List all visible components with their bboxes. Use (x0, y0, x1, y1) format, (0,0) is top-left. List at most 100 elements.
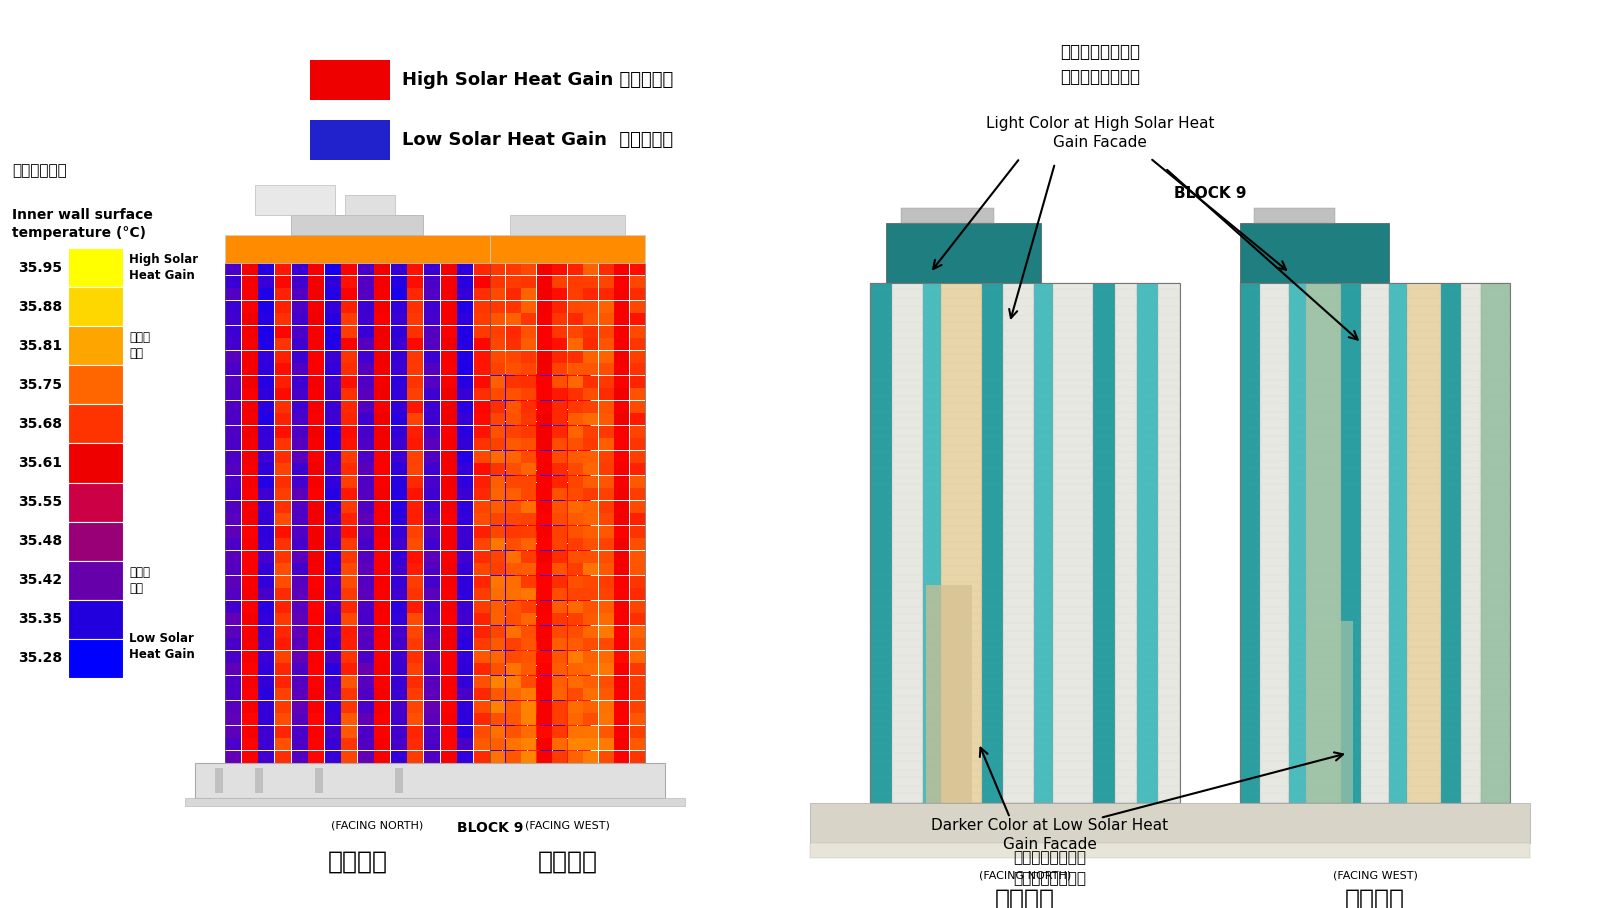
Bar (554, 556, 565, 568)
Bar (942, 761, 981, 769)
Bar (1005, 321, 1034, 331)
Bar (552, 550, 566, 563)
Bar (242, 350, 258, 362)
Bar (552, 438, 566, 450)
Bar (341, 550, 357, 563)
Bar (982, 777, 1002, 785)
Bar (568, 438, 582, 450)
Bar (536, 576, 552, 587)
Bar (309, 650, 325, 663)
Bar (1242, 793, 1259, 802)
Bar (341, 325, 357, 338)
Bar (1138, 630, 1157, 639)
Bar (310, 120, 390, 160)
Bar (1160, 403, 1179, 412)
Bar (528, 592, 539, 604)
Bar (1261, 290, 1288, 298)
Bar (584, 488, 598, 500)
Bar (374, 638, 390, 650)
Bar (242, 301, 258, 312)
Bar (1482, 646, 1509, 656)
Bar (424, 550, 440, 563)
Bar (515, 738, 526, 751)
Bar (1242, 500, 1259, 509)
Bar (614, 538, 629, 550)
Bar (1290, 646, 1306, 656)
Bar (1242, 436, 1259, 445)
Bar (536, 275, 552, 288)
Bar (614, 438, 629, 450)
Bar (67, 600, 123, 639)
Bar (630, 301, 645, 312)
Bar (584, 263, 598, 275)
Bar (1094, 517, 1114, 526)
Bar (275, 725, 291, 737)
Bar (1462, 728, 1480, 737)
Bar (536, 476, 552, 488)
Bar (259, 563, 274, 575)
Bar (870, 712, 891, 721)
Bar (390, 313, 406, 325)
Bar (226, 426, 242, 438)
Bar (374, 626, 390, 637)
Bar (242, 613, 258, 626)
Bar (242, 725, 258, 737)
Bar (440, 663, 456, 676)
Bar (1115, 582, 1136, 591)
Bar (242, 363, 258, 375)
Bar (923, 566, 941, 575)
Bar (506, 463, 520, 475)
Bar (291, 376, 307, 388)
Bar (515, 580, 526, 592)
Bar (490, 350, 506, 362)
Bar (923, 370, 941, 380)
Bar (565, 751, 578, 763)
Bar (578, 641, 590, 653)
Bar (408, 513, 424, 525)
Bar (1138, 646, 1157, 656)
Bar (309, 426, 325, 438)
Bar (515, 751, 526, 763)
Bar (893, 370, 922, 380)
Bar (358, 688, 374, 700)
Bar (614, 426, 629, 438)
Bar (1005, 387, 1034, 396)
Bar (614, 288, 629, 301)
Bar (226, 338, 242, 350)
Bar (1242, 712, 1259, 721)
Bar (1322, 621, 1354, 803)
Bar (1290, 403, 1306, 412)
Bar (614, 626, 629, 637)
Bar (1242, 338, 1259, 347)
Bar (474, 626, 490, 637)
Bar (390, 301, 406, 312)
Bar (522, 700, 536, 713)
Bar (1242, 517, 1259, 526)
Bar (893, 646, 922, 656)
Bar (554, 568, 565, 580)
Bar (554, 410, 565, 421)
Bar (923, 582, 941, 591)
Bar (291, 676, 307, 687)
Bar (630, 413, 645, 425)
Bar (614, 588, 629, 600)
Bar (325, 350, 341, 362)
Bar (568, 275, 582, 288)
Bar (1341, 306, 1360, 314)
Bar (226, 376, 242, 388)
Bar (1390, 338, 1405, 347)
Text: 35.28: 35.28 (18, 651, 62, 666)
Bar (259, 325, 274, 338)
Bar (1307, 306, 1339, 314)
Bar (424, 288, 440, 301)
Bar (275, 413, 291, 425)
Bar (474, 576, 490, 587)
Bar (1362, 468, 1389, 477)
Bar (614, 713, 629, 725)
Bar (1261, 646, 1288, 656)
Bar (1307, 468, 1339, 477)
Bar (893, 338, 922, 347)
Bar (923, 452, 941, 460)
Bar (982, 500, 1002, 509)
Bar (1261, 354, 1288, 363)
